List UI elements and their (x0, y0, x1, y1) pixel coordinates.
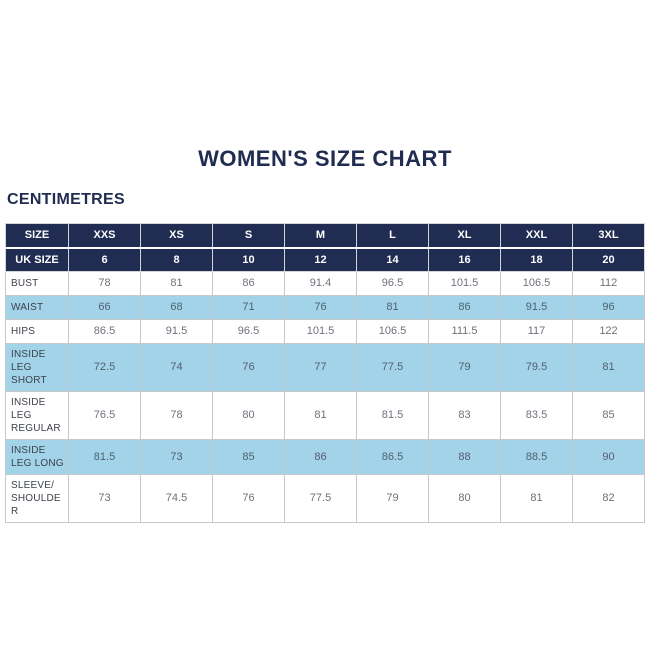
value-cell: 83.5 (500, 391, 573, 440)
value-cell: 78 (68, 271, 141, 296)
value-cell: 68 (140, 295, 213, 320)
table-row: SLEEVE/​SHOULDER 73 74.5 76 77.5 79 80 81 82 (5, 474, 645, 523)
value-cell: 76.5 (68, 391, 141, 440)
value-cell: 111.5 (428, 319, 501, 344)
value-cell: 96.5 (356, 271, 429, 296)
value-cell: 88 (428, 439, 501, 475)
value-cell: 76 (212, 474, 285, 523)
value-cell: 85 (212, 439, 285, 475)
value-cell: 112 (572, 271, 645, 296)
value-cell: 117 (500, 319, 573, 344)
value-cell: 81.5 (356, 391, 429, 440)
size-header-cell: L (356, 223, 429, 249)
value-cell: 81 (140, 271, 213, 296)
value-cell: 80 (428, 474, 501, 523)
value-cell: 83 (428, 391, 501, 440)
row-label: UK SIZE (5, 247, 69, 272)
value-cell: 77.5 (284, 474, 357, 523)
size-header-row: SIZE XXS XS S M L XL XXL 3XL (5, 223, 645, 249)
size-header-cell: 18 (500, 247, 573, 272)
value-cell: 86 (428, 295, 501, 320)
value-cell: 96 (572, 295, 645, 320)
row-label: INSIDE LEG SHORT (5, 343, 69, 392)
value-cell: 101.5 (428, 271, 501, 296)
size-header-cell: 20 (572, 247, 645, 272)
row-label: WAIST (5, 295, 69, 320)
value-cell: 96.5 (212, 319, 285, 344)
row-label: INSIDE LEG LONG (5, 439, 69, 475)
table-row: HIPS 86.5 91.5 96.5 101.5 106.5 111.5 117 122 (5, 319, 645, 344)
value-cell: 81.5 (68, 439, 141, 475)
value-cell: 80 (212, 391, 285, 440)
size-table: SIZE XXS XS S M L XL XXL 3XL UK SIZE 6 8 10 12 14 16 18 2… (5, 223, 645, 523)
row-label: SIZE (5, 223, 69, 249)
value-cell: 73 (140, 439, 213, 475)
size-header-cell: 12 (284, 247, 357, 272)
value-cell: 71 (212, 295, 285, 320)
value-cell: 77.5 (356, 343, 429, 392)
size-header-cell: XXL (500, 223, 573, 249)
value-cell: 86.5 (68, 319, 141, 344)
size-header-cell: 3XL (572, 223, 645, 249)
value-cell: 73 (68, 474, 141, 523)
value-cell: 81 (356, 295, 429, 320)
table-row: INSIDE LEG LONG 81.5 73 85 86 86.5 88 88.5 90 (5, 439, 645, 475)
row-label: INSIDE LEG REGULAR (5, 391, 69, 440)
value-cell: 79 (428, 343, 501, 392)
table-row: BUST 78 81 86 91.4 96.5 101.5 106.5 112 (5, 271, 645, 296)
value-cell: 74.5 (140, 474, 213, 523)
size-header-row: UK SIZE 6 8 10 12 14 16 18 20 (5, 247, 645, 272)
size-header-cell: 16 (428, 247, 501, 272)
value-cell: 91.5 (500, 295, 573, 320)
units-heading: CENTIMETRES (7, 191, 125, 208)
size-header-cell: 8 (140, 247, 213, 272)
table-row: INSIDE LEG SHORT 72.5 74 76 77 77.5 79 79.5 81 (5, 343, 645, 392)
value-cell: 88.5 (500, 439, 573, 475)
size-header-cell: 14 (356, 247, 429, 272)
value-cell: 66 (68, 295, 141, 320)
row-label: SLEEVE/​SHOULDER (5, 474, 69, 523)
size-header-cell: XS (140, 223, 213, 249)
table-row: WAIST 66 68 71 76 81 86 91.5 96 (5, 295, 645, 320)
value-cell: 82 (572, 474, 645, 523)
row-label: HIPS (5, 319, 69, 344)
value-cell: 81 (572, 343, 645, 392)
value-cell: 90 (572, 439, 645, 475)
value-cell: 122 (572, 319, 645, 344)
size-header-cell: XXS (68, 223, 141, 249)
value-cell: 79 (356, 474, 429, 523)
value-cell: 91.4 (284, 271, 357, 296)
value-cell: 101.5 (284, 319, 357, 344)
value-cell: 79.5 (500, 343, 573, 392)
value-cell: 78 (140, 391, 213, 440)
value-cell: 106.5 (500, 271, 573, 296)
value-cell: 81 (500, 474, 573, 523)
size-header-cell: 6 (68, 247, 141, 272)
size-table-body: BUST 78 81 86 91.4 96.5 101.5 106.5 112 WAIST 66 68… (5, 271, 645, 523)
value-cell: 106.5 (356, 319, 429, 344)
size-table-head: SIZE XXS XS S M L XL XXL 3XL UK SIZE 6 8 10 12 14 16 18 2… (5, 223, 645, 272)
size-header-cell: 10 (212, 247, 285, 272)
value-cell: 86 (212, 271, 285, 296)
size-header-cell: XL (428, 223, 501, 249)
value-cell: 81 (284, 391, 357, 440)
value-cell: 76 (284, 295, 357, 320)
value-cell: 86 (284, 439, 357, 475)
row-label: BUST (5, 271, 69, 296)
table-row: INSIDE LEG REGULAR 76.5 78 80 81 81.5 83 83.5 85 (5, 391, 645, 440)
value-cell: 72.5 (68, 343, 141, 392)
value-cell: 91.5 (140, 319, 213, 344)
value-cell: 86.5 (356, 439, 429, 475)
size-header-cell: S (212, 223, 285, 249)
value-cell: 85 (572, 391, 645, 440)
value-cell: 77 (284, 343, 357, 392)
value-cell: 76 (212, 343, 285, 392)
size-header-cell: M (284, 223, 357, 249)
value-cell: 74 (140, 343, 213, 392)
page-title: WOMEN'S SIZE CHART (198, 146, 452, 171)
